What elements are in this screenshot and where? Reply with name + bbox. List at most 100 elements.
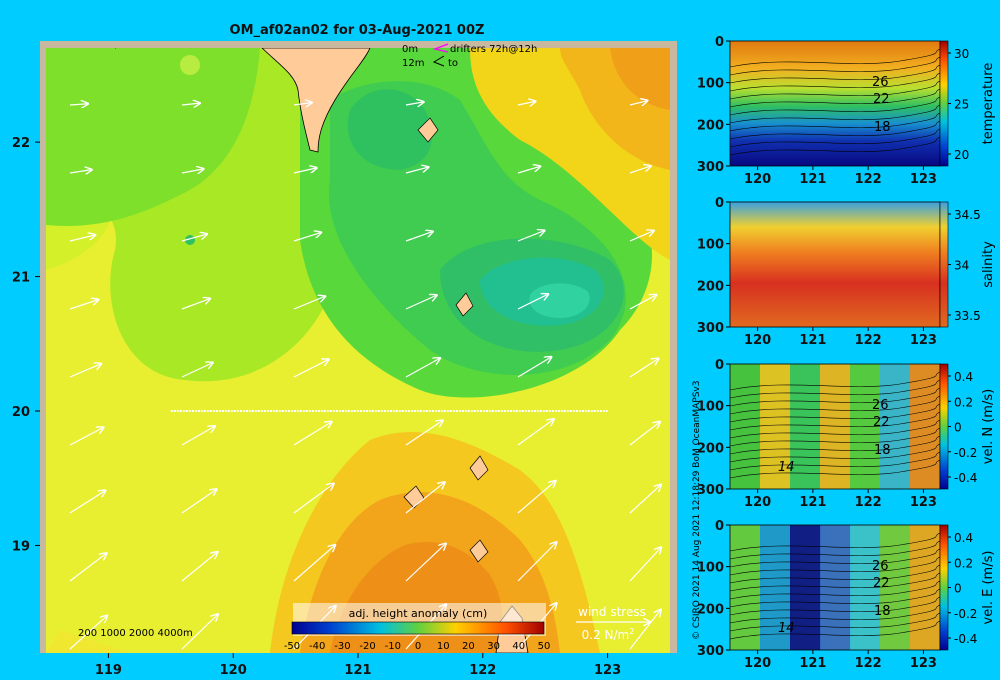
wind-arrow (69, 616, 107, 650)
wind-arrow (293, 168, 317, 174)
panel-colorbar-tick: 0.4 (954, 370, 973, 384)
colorbar-tick-label: 20 (462, 641, 475, 652)
contour-label: 14 (778, 460, 795, 475)
panel-x-tick-label: 120 (744, 656, 771, 671)
wind-arrow (69, 170, 92, 173)
panel-x-tick-label: 123 (910, 495, 937, 510)
panel-colorbar-label: temperature (981, 63, 996, 145)
wind-arrow (181, 489, 217, 514)
wind-stress-label: wind stress (578, 605, 646, 619)
wind-stress-value: 0.2 N/m2 (582, 627, 635, 642)
wind-arrow (405, 482, 445, 514)
colorbar-tick-label: -10 (385, 641, 401, 652)
wind-arrow (517, 101, 536, 105)
colorbar-tick-label: 40 (512, 641, 525, 652)
contour-label: 22 (873, 415, 890, 430)
wind-arrow (293, 102, 312, 105)
wind-arrow (181, 552, 218, 582)
x-tick-label: 123 (594, 663, 621, 678)
wind-arrow (517, 357, 551, 378)
colorbar-tick-label: 50 (538, 641, 551, 652)
panel-x-tick-label: 123 (910, 333, 937, 348)
colorbar-label: adj. height anomaly (cm) (349, 607, 488, 620)
wind-arrow (293, 296, 325, 310)
wind-arrow (517, 419, 554, 446)
wind-arrow (181, 363, 213, 378)
panel-colorbar-label: vel. E (m/s) (981, 551, 996, 625)
wind-stress-key: wind stress 0.2 N/m2 (576, 605, 650, 642)
panel-colorbar-tick: 0 (954, 421, 962, 435)
panel-x-tick-label: 120 (744, 333, 771, 348)
panel-colorbar-tick: -0.2 (954, 446, 977, 460)
panel-x-tick-label: 122 (855, 656, 882, 671)
panel-y-tick-label: 300 (697, 321, 724, 336)
island (469, 455, 489, 481)
contour-label: 18 (874, 120, 891, 135)
wind-arrow (181, 426, 215, 446)
y-tick-label: 21 (12, 271, 30, 286)
panel-y-tick-label: 0 (715, 519, 724, 534)
colorbar-tick-label: -30 (334, 641, 350, 652)
wind-arrow (69, 364, 101, 378)
wind-arrow (181, 169, 204, 173)
panel-x-tick-label: 122 (855, 495, 882, 510)
island (455, 292, 474, 317)
y-tick-label: 20 (12, 405, 30, 420)
contour-label: 26 (872, 75, 889, 90)
contour-label: 14 (778, 621, 795, 636)
colorbar-ticks: -50 -40 -30 -20 -10 0 10 20 30 40 50 (284, 641, 551, 652)
panel-y-tick-label: 0 (715, 196, 724, 211)
panel-colorbar-label: salinity (981, 241, 996, 288)
wind-arrow (517, 294, 548, 310)
colorbar-tick-label: -40 (309, 641, 325, 652)
panel-colorbar-tick: 34 (954, 259, 969, 273)
panel-y-tick-label: 200 (697, 118, 724, 133)
section-panel: 120 121 122 123 0 100 200 300 34.5 34 33.5 salinity (697, 196, 996, 348)
wind-arrow (629, 485, 661, 514)
section-panel: 26 22 18 120 121 122 123 0 100 200 300 30 25 20 temper… (697, 35, 996, 187)
panel-colorbar-tick: 33.5 (954, 309, 981, 323)
x-tick-label: 120 (220, 663, 247, 678)
panel-colorbar-label: vel. N (m/s) (981, 389, 996, 464)
map-x-ticks: 119 120 121 122 123 (95, 653, 621, 678)
map-y-ticks: 19 20 21 22 (12, 136, 40, 554)
section-panel: 26 22 18 14 120 121 122 123 0 100 200 300 0.4 0.2 0 -0.… (697, 519, 996, 671)
to-label: to (448, 58, 458, 69)
panel-y-tick-label: 100 (697, 77, 724, 92)
wind-arrow (405, 231, 433, 242)
drifters-label: drifters 72h@12h (450, 44, 537, 55)
panel-colorbar-tick: 0 (954, 582, 962, 596)
wind-arrow (181, 614, 218, 650)
wind-arrow (69, 553, 107, 582)
contour-label: 18 (874, 604, 891, 619)
panel-x-tick-label: 120 (744, 172, 771, 187)
y-tick-label: 19 (12, 539, 30, 554)
depth-12-label: 12m (402, 58, 424, 69)
panel-colorbar-tick: 25 (954, 98, 969, 112)
wind-arrow (293, 484, 334, 514)
contour-label: 26 (872, 398, 889, 413)
panel-x-tick-label: 121 (799, 172, 826, 187)
wind-arrow (293, 422, 332, 446)
panel-x-tick-label: 121 (799, 495, 826, 510)
wind-arrow (517, 231, 545, 242)
wind-arrow (629, 422, 660, 446)
panel-y-tick-label: 0 (715, 358, 724, 373)
x-tick-label: 121 (344, 663, 371, 678)
panel-colorbar-tick: 0.2 (954, 556, 973, 570)
panel-y-tick-label: 100 (697, 238, 724, 253)
panel-colorbar-tick: 30 (954, 47, 969, 61)
wind-arrow (629, 358, 659, 378)
wind-arrow (629, 295, 656, 310)
panel-x-tick-label: 122 (855, 172, 882, 187)
depth-0-label: 0m (402, 44, 418, 55)
wind-arrow (405, 102, 424, 105)
panel-y-tick-label: 300 (697, 483, 724, 498)
wind-arrow (629, 101, 647, 105)
wind-arrow (69, 427, 104, 446)
wind-arrow (629, 231, 654, 242)
panel-colorbar-tick: 0.2 (954, 395, 973, 409)
drifter-magenta-icon (432, 43, 449, 53)
panel-y-tick-label: 200 (697, 279, 724, 294)
